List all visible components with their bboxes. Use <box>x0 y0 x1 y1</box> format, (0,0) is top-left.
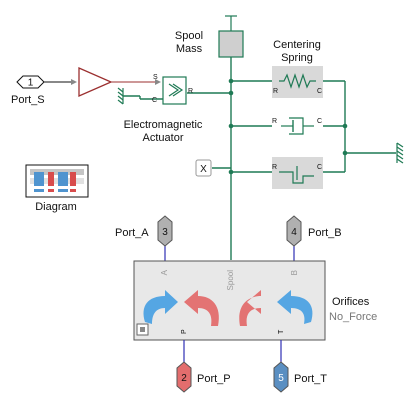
flow-arrow-left-red-icon <box>184 290 219 326</box>
hard-stop-port-r: R <box>272 164 277 171</box>
spring-label-2: Spring <box>281 52 313 64</box>
inner-port-a: A <box>160 269 169 275</box>
centering-spring-block[interactable]: R C <box>272 66 323 98</box>
actuator-port-s: S <box>153 74 158 81</box>
port-b-label: Port_B <box>308 227 342 239</box>
inner-port-t: T <box>278 329 285 334</box>
inner-port-spool: Spool <box>226 270 235 291</box>
port-a-label: Port_A <box>115 227 149 239</box>
inner-port-p: P <box>181 329 188 334</box>
hard-stop-block[interactable]: R C <box>272 157 323 189</box>
spool-mass-label-1: Spool <box>175 30 203 42</box>
actuator-port-c: C <box>152 97 157 104</box>
inport-port-s[interactable]: 1 Port_S <box>11 75 45 106</box>
ground-reference-right-icon <box>396 142 404 164</box>
orifices-variant-label: No_Force <box>329 311 377 323</box>
flow-arrow-right-red-icon <box>239 290 261 326</box>
actuator-port-r: R <box>188 88 193 95</box>
inport-number: 1 <box>28 78 34 89</box>
port-a-number: 3 <box>162 227 168 238</box>
diagram-block[interactable] <box>25 164 89 198</box>
orifices-subsystem-block[interactable]: A Spool B P T <box>133 260 326 341</box>
spring-label-1: Centering <box>273 39 321 51</box>
spool-mass-block[interactable] <box>218 15 244 58</box>
damper-port-r: R <box>272 118 277 125</box>
port-t-number: 5 <box>278 373 284 384</box>
junction-dots <box>228 78 348 175</box>
port-t-connector[interactable]: 5 <box>273 361 289 393</box>
port-a-connector[interactable]: 3 <box>157 215 173 247</box>
damper-block[interactable]: R C <box>272 113 323 143</box>
electromagnetic-actuator-block[interactable]: S C R <box>152 74 193 105</box>
flow-arrow-left-blue-icon <box>143 290 178 324</box>
inport-label: Port_S <box>11 94 45 106</box>
position-connection-port-x[interactable]: X <box>195 159 212 177</box>
damper-port-c: C <box>317 118 322 125</box>
gain-block[interactable] <box>78 67 113 97</box>
ground-reference-left-icon <box>117 87 124 105</box>
spool-mass-label-2: Mass <box>176 43 203 55</box>
actuator-label-1: Electromagnetic <box>124 119 203 131</box>
inner-port-b: B <box>290 270 299 275</box>
diagram-label: Diagram <box>35 201 77 213</box>
port-p-number: 2 <box>181 373 187 384</box>
spring-port-c: C <box>317 88 322 95</box>
orifices-label: Orifices <box>332 296 370 308</box>
port-p-label: Port_P <box>197 373 231 385</box>
port-t-label: Port_T <box>294 373 327 385</box>
actuator-label-2: Actuator <box>143 132 184 144</box>
port-b-connector[interactable]: 4 <box>286 215 302 247</box>
position-port-label: X <box>200 164 207 175</box>
port-p-connector[interactable]: 2 <box>176 361 192 393</box>
hard-stop-port-c: C <box>317 164 322 171</box>
spring-port-r: R <box>273 88 278 95</box>
port-b-number: 4 <box>291 227 297 238</box>
flow-arrow-right-blue-icon <box>277 290 313 324</box>
